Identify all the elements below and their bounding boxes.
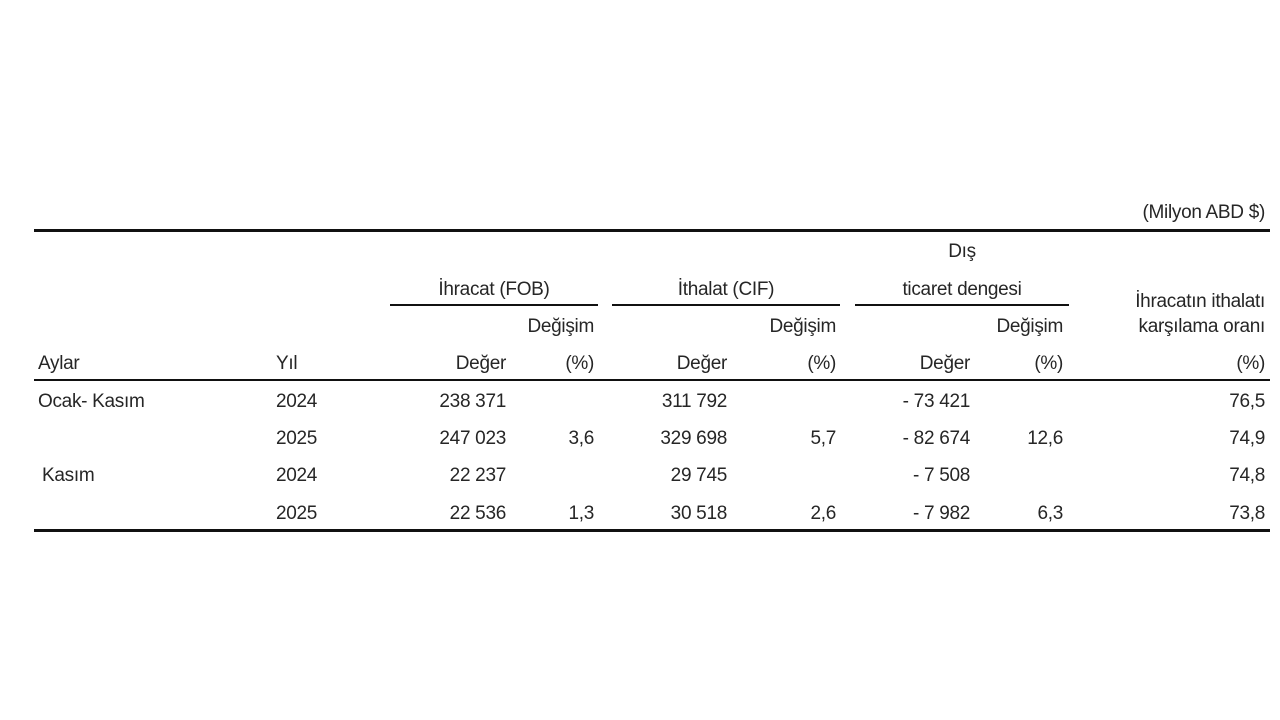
- header-ihracat-pct: (%): [565, 353, 594, 374]
- header-ihracat-deger: Değer: [455, 353, 507, 374]
- ithalat-value-cell: 30 518: [670, 503, 728, 524]
- header-ihracat-degisim: Değişim: [527, 316, 594, 337]
- header-ihracat: İhracat (FOB): [438, 279, 550, 300]
- period-cell: Ocak- Kasım: [38, 391, 145, 412]
- header-ithalat: İthalat (CIF): [677, 279, 775, 300]
- ithalat-pct-cell: 5,7: [810, 428, 836, 449]
- ithalat-value-cell: 29 745: [670, 465, 728, 486]
- oran-cell: 76,5: [1229, 391, 1265, 412]
- ihracat-value-cell: 22 237: [449, 465, 507, 486]
- header-aylar: Aylar: [38, 353, 80, 374]
- oran-cell: 74,9: [1229, 428, 1265, 449]
- denge-underline: [855, 304, 1069, 306]
- ihracat-underline: [390, 304, 598, 306]
- ithalat-value-cell: 329 698: [660, 428, 727, 449]
- oran-cell: 74,8: [1229, 465, 1265, 486]
- ihracat-pct-cell: 3,6: [568, 428, 594, 449]
- ihracat-value-cell: 247 023: [439, 428, 506, 449]
- header-ithalat-pct: (%): [807, 353, 836, 374]
- header-oran-line1: İhracatın ithalatı: [1135, 291, 1265, 312]
- oran-cell: 73,8: [1229, 503, 1265, 524]
- header-yil: Yıl: [276, 353, 298, 374]
- denge-value-cell: - 7 982: [912, 503, 970, 524]
- header-denge-line1: Dış: [948, 241, 976, 262]
- ithalat-value-cell: 311 792: [661, 391, 727, 412]
- header-oran-line3: (%): [1236, 353, 1265, 374]
- header-denge-line2: ticaret dengesi: [902, 279, 1022, 300]
- year-cell: 2024: [276, 391, 318, 412]
- header-oran-line2: karşılama oranı: [1138, 316, 1266, 337]
- header-ithalat-deger: Değer: [676, 353, 728, 374]
- year-cell: 2025: [276, 428, 318, 449]
- bottom-rule: [34, 529, 1270, 532]
- year-cell: 2025: [276, 503, 318, 524]
- top-rule: [34, 229, 1270, 232]
- denge-value-cell: - 82 674: [902, 428, 971, 449]
- header-denge-pct: (%): [1034, 353, 1063, 374]
- ihracat-value-cell: 238 371: [439, 391, 506, 412]
- denge-pct-cell: 6,3: [1037, 503, 1063, 524]
- ihracat-value-cell: 22 536: [449, 503, 507, 524]
- ithalat-underline: [612, 304, 840, 306]
- unit-note: (Milyon ABD $): [1142, 202, 1265, 223]
- year-cell: 2024: [276, 465, 318, 486]
- header-ithalat-degisim: Değişim: [769, 316, 836, 337]
- denge-value-cell: - 73 421: [902, 391, 971, 412]
- ihracat-pct-cell: 1,3: [568, 503, 594, 524]
- header-rule: [34, 379, 1270, 381]
- header-denge-degisim: Değişim: [996, 316, 1063, 337]
- period-cell: Kasım: [42, 465, 95, 486]
- denge-pct-cell: 12,6: [1027, 428, 1063, 449]
- ithalat-pct-cell: 2,6: [810, 503, 836, 524]
- header-denge-deger: Değer: [919, 353, 971, 374]
- denge-value-cell: - 7 508: [912, 465, 970, 486]
